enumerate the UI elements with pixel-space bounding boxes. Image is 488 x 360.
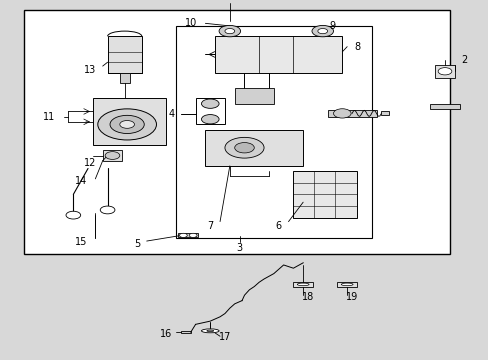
- Bar: [120, 73, 129, 83]
- Text: 13: 13: [84, 65, 97, 75]
- Circle shape: [201, 329, 219, 333]
- Bar: [178, 233, 198, 237]
- Circle shape: [341, 283, 352, 286]
- Bar: [93, 99, 166, 145]
- Circle shape: [224, 28, 234, 34]
- Text: 2: 2: [461, 55, 467, 64]
- Text: 7: 7: [207, 221, 213, 230]
- Circle shape: [437, 68, 451, 75]
- Bar: [102, 150, 122, 161]
- Bar: [327, 110, 376, 117]
- Circle shape: [201, 114, 219, 124]
- Text: 9: 9: [329, 21, 335, 31]
- Text: 5: 5: [134, 239, 140, 249]
- Text: 14: 14: [74, 176, 87, 186]
- Circle shape: [105, 152, 120, 159]
- Circle shape: [66, 211, 81, 219]
- Text: 15: 15: [74, 237, 87, 247]
- Bar: [293, 171, 356, 218]
- Text: 10: 10: [184, 18, 197, 28]
- Text: 1: 1: [226, 0, 232, 3]
- Circle shape: [224, 138, 264, 158]
- Circle shape: [120, 121, 134, 128]
- Text: 16: 16: [160, 329, 172, 339]
- Circle shape: [110, 115, 144, 134]
- Text: 3: 3: [236, 243, 242, 252]
- Bar: [429, 104, 459, 109]
- Bar: [205, 130, 303, 166]
- Bar: [337, 282, 356, 287]
- Text: 8: 8: [353, 42, 359, 51]
- Circle shape: [201, 99, 219, 108]
- Circle shape: [98, 109, 156, 140]
- Circle shape: [179, 233, 187, 238]
- Text: 6: 6: [275, 221, 281, 230]
- Circle shape: [297, 283, 308, 286]
- Bar: [215, 36, 342, 73]
- Circle shape: [206, 330, 213, 332]
- Bar: [24, 10, 449, 254]
- Bar: [107, 36, 142, 73]
- Circle shape: [333, 109, 350, 118]
- Text: 4: 4: [168, 109, 174, 119]
- Circle shape: [189, 233, 197, 238]
- Text: 12: 12: [84, 158, 97, 168]
- Bar: [195, 99, 224, 125]
- Circle shape: [311, 26, 333, 37]
- Bar: [181, 331, 190, 333]
- Bar: [234, 88, 273, 104]
- Circle shape: [100, 206, 115, 214]
- Bar: [293, 282, 312, 287]
- Circle shape: [234, 143, 254, 153]
- Bar: [434, 65, 454, 78]
- Text: 18: 18: [301, 292, 314, 302]
- Bar: [176, 26, 371, 238]
- Text: 19: 19: [345, 292, 358, 302]
- Bar: [381, 112, 388, 115]
- Circle shape: [219, 26, 240, 37]
- Text: 11: 11: [42, 112, 55, 122]
- Circle shape: [317, 28, 327, 34]
- Text: 17: 17: [218, 332, 231, 342]
